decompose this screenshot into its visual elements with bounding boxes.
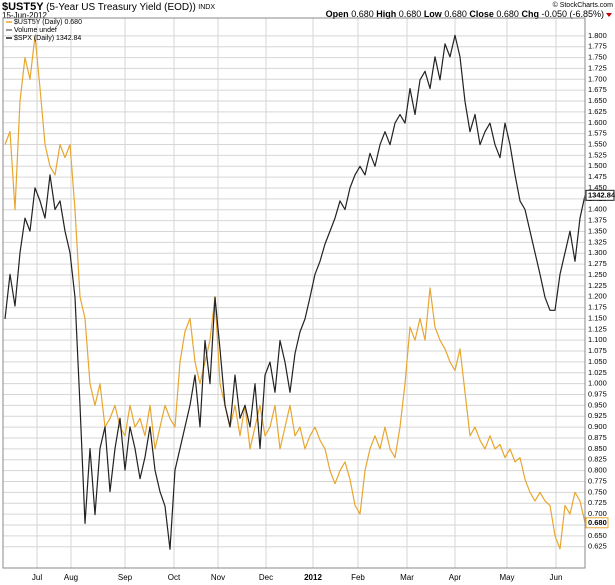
y-tick-label: 0.625: [588, 542, 607, 551]
x-tick-label: Jul: [32, 573, 42, 582]
y-tick-label: 0.825: [588, 455, 607, 464]
x-tick-label: 2012: [304, 573, 322, 582]
y-tick-label: 1.725: [588, 63, 607, 72]
description: (5-Year US Treasury Yield (EOD)): [46, 2, 196, 13]
y-tick-label: 1.650: [588, 96, 607, 105]
y-tick-label: 1.350: [588, 226, 607, 235]
high-label: High: [376, 9, 396, 19]
y-tick-label: 1.525: [588, 150, 607, 159]
down-arrow: [606, 13, 612, 17]
credit: © StockCharts.com: [553, 1, 614, 9]
y-tick-label: 0.975: [588, 390, 607, 399]
y-tick-label: 0.650: [588, 531, 607, 540]
legend-label: Volume undef: [14, 27, 57, 34]
y-tick-label: 1.300: [588, 248, 607, 257]
y-tick-label: 1.575: [588, 129, 607, 138]
y-tick-label: 0.875: [588, 433, 607, 442]
y-tick-label: 0.775: [588, 476, 607, 485]
open-label: Open: [326, 9, 349, 19]
y-tick-label: 1.075: [588, 346, 607, 355]
lines: [4, 34, 586, 550]
y-tick-label: 1.375: [588, 216, 607, 225]
price-label: 0.680: [588, 518, 607, 527]
series-line: [4, 34, 586, 550]
y-tick-label: 1.675: [588, 85, 607, 94]
y-tick-label: 1.250: [588, 270, 607, 279]
plot-frame: [2, 17, 586, 569]
y-tick-label: 1.225: [588, 281, 607, 290]
y-tick-label: 1.800: [588, 31, 607, 40]
y-tick-label: 0.900: [588, 422, 607, 431]
y-tick-label: 1.775: [588, 42, 607, 51]
x-tick-label: Oct: [168, 573, 181, 582]
x-tick-label: Jun: [550, 573, 563, 582]
y-tick-label: 1.625: [588, 107, 607, 116]
y-tick-label: 1.450: [588, 183, 607, 192]
y-tick-label: 1.475: [588, 172, 607, 181]
y-tick-label: 1.500: [588, 161, 607, 170]
x-tick-label: Dec: [259, 573, 273, 582]
y-tick-label: 0.800: [588, 466, 607, 475]
y-tick-label: 0.750: [588, 487, 607, 496]
x-tick-label: Aug: [64, 573, 78, 582]
y-tick-label: 1.150: [588, 313, 607, 322]
y-tick-label: 1.400: [588, 205, 607, 214]
y-tick-label: 0.950: [588, 400, 607, 409]
x-tick-label: May: [499, 573, 514, 582]
price-box: [585, 517, 609, 529]
y-tick-label: 1.100: [588, 335, 607, 344]
y-tick-label: 1.275: [588, 259, 607, 268]
price-box: [585, 189, 615, 201]
low-label: Low: [424, 9, 443, 19]
x-tick-label: Nov: [211, 573, 225, 582]
chg-label: Chg: [521, 9, 539, 19]
price-label: 1342.84: [588, 190, 615, 199]
y-tick-label: 1.000: [588, 379, 607, 388]
y-tick-label: 1.175: [588, 303, 607, 312]
y-tick-label: 1.550: [588, 140, 607, 149]
y-tick-label: 1.050: [588, 357, 607, 366]
exchange: INDX: [198, 4, 215, 11]
chart-title: $UST5Y (5-Year US Treasury Yield (EOD)) …: [2, 1, 215, 13]
open: 0.680: [351, 9, 374, 19]
x-tick-label: Apr: [449, 573, 462, 582]
axes: 0.6250.6500.6750.7000.7250.7500.7750.800…: [32, 31, 615, 582]
symbol: $UST5Y: [2, 1, 44, 13]
ohlc: Open 0.680 High 0.680 Low 0.680 Close 0.…: [326, 9, 604, 19]
chg: -0.050 (-6.85%): [541, 9, 604, 19]
y-tick-label: 1.325: [588, 237, 607, 246]
y-tick-label: 1.025: [588, 368, 607, 377]
y-tick-label: 1.200: [588, 292, 607, 301]
series-line: [4, 35, 586, 550]
legend-label: $SPX (Daily) 1342.84: [14, 35, 81, 42]
high: 0.680: [399, 9, 422, 19]
close: 0.680: [496, 9, 519, 19]
y-tick-label: 1.600: [588, 118, 607, 127]
y-tick-label: 0.925: [588, 411, 607, 420]
date: 15-Jun-2012: [2, 11, 47, 20]
low: 0.680: [444, 9, 467, 19]
legend-label: $UST5Y (Daily) 0.680: [14, 19, 82, 26]
x-tick-label: Sep: [118, 573, 133, 582]
y-tick-label: 0.700: [588, 509, 607, 518]
y-tick-label: 1.750: [588, 53, 607, 62]
y-tick-label: 0.725: [588, 498, 607, 507]
x-tick-label: Feb: [351, 573, 365, 582]
y-tick-label: 0.850: [588, 444, 607, 453]
y-tick-label: 1.700: [588, 74, 607, 83]
y-tick-label: 1.125: [588, 324, 607, 333]
close-label: Close: [469, 9, 494, 19]
x-tick-label: Mar: [400, 573, 414, 582]
